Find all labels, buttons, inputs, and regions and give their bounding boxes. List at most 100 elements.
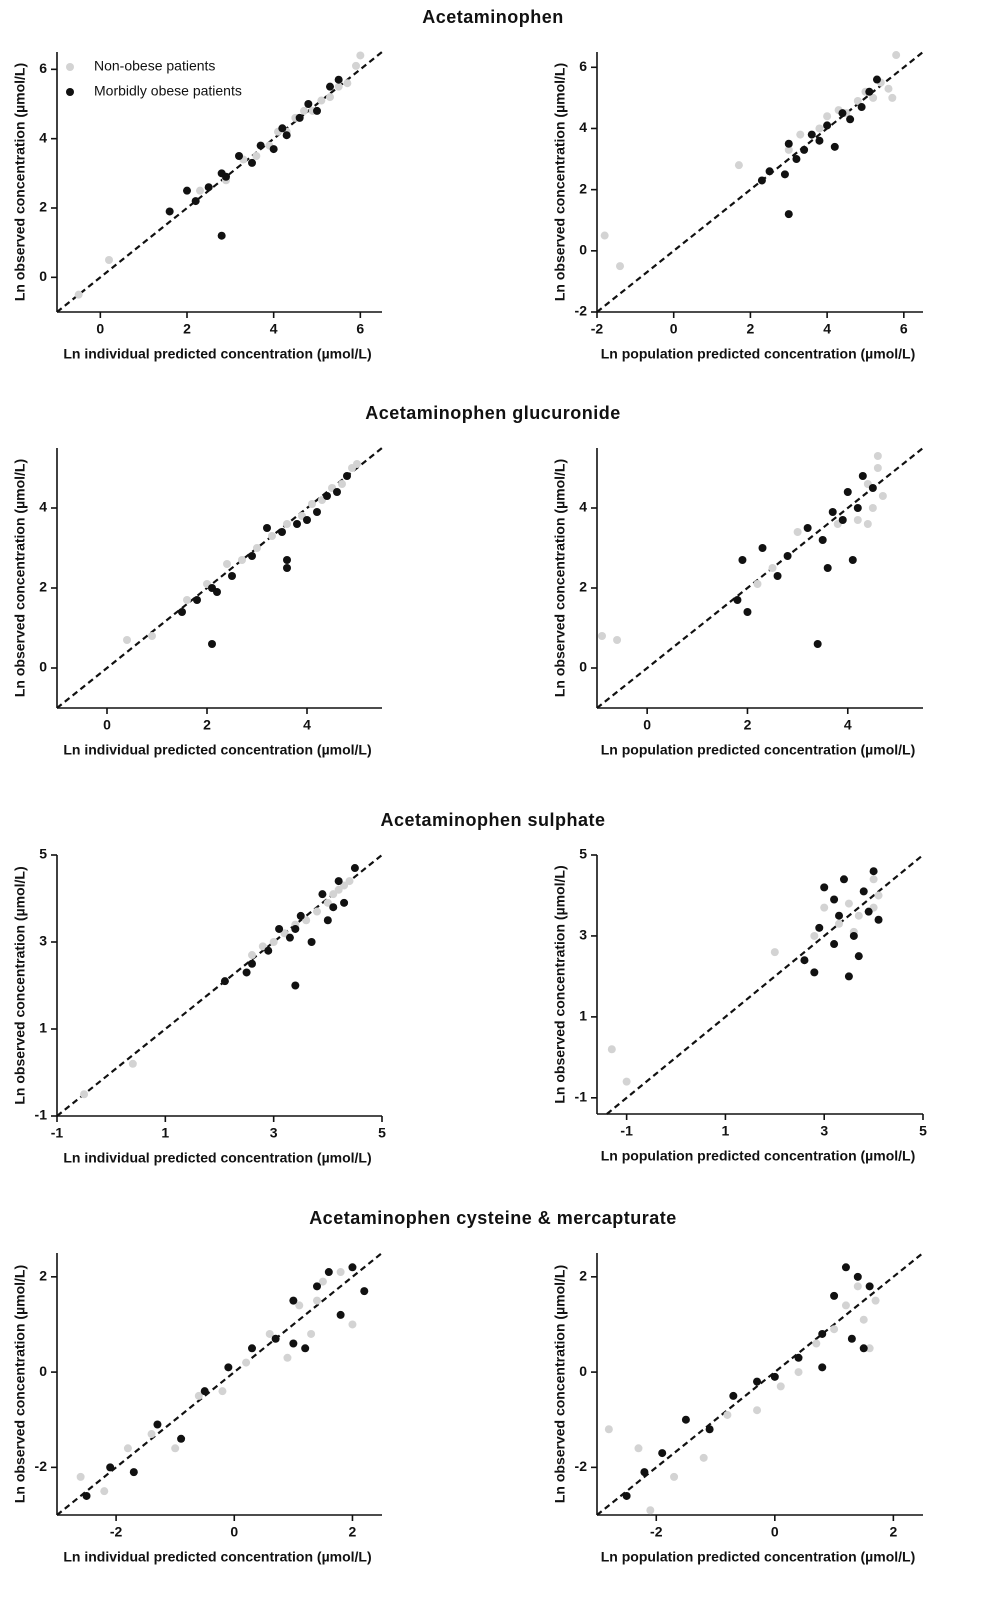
data-point [853, 96, 862, 105]
data-point [289, 1339, 298, 1348]
x-tick-label: 1 [722, 1123, 730, 1139]
data-point [228, 572, 236, 580]
data-point [810, 931, 819, 940]
y-tick-label: -1 [35, 1107, 48, 1123]
data-point [256, 141, 265, 150]
data-point [208, 640, 216, 648]
data-point [177, 1434, 186, 1443]
data-point [183, 186, 191, 195]
y-tick-label: 3 [579, 927, 587, 943]
data-point [307, 1329, 316, 1338]
data-point [646, 1506, 655, 1515]
data-point [318, 890, 327, 899]
data-point [248, 158, 256, 167]
data-point [282, 131, 291, 140]
data-point [348, 1320, 357, 1329]
data-point [147, 1430, 156, 1439]
data-point [705, 1425, 714, 1434]
data-point [82, 1491, 91, 1500]
data-point [818, 1329, 827, 1338]
data-point [815, 124, 824, 133]
data-point [843, 488, 852, 496]
data-point [313, 1296, 321, 1305]
y-tick-label: 2 [39, 579, 47, 595]
x-tick-label: 6 [356, 321, 364, 337]
data-point [356, 51, 365, 60]
x-axis-label: Ln population predicted concentration (µ… [601, 346, 916, 362]
data-point [323, 916, 332, 925]
data-point [784, 145, 793, 154]
data-point [818, 1363, 827, 1372]
y-axis-label: Ln observed concentration (µmol/L) [12, 459, 28, 697]
y-tick-label: 6 [579, 58, 587, 74]
data-point [796, 130, 805, 139]
data-point [196, 186, 204, 195]
data-point [324, 1268, 333, 1277]
data-point [830, 940, 839, 949]
data-point [784, 210, 793, 219]
y-tick-label: 3 [39, 933, 47, 949]
data-point [218, 1387, 227, 1396]
legend-marker [66, 88, 74, 96]
data-point [291, 924, 300, 933]
y-tick-label: 6 [39, 60, 47, 76]
data-point [743, 608, 752, 616]
x-tick-label: 0 [643, 717, 651, 733]
y-tick-label: -2 [575, 303, 588, 319]
x-tick-label: 0 [670, 321, 678, 337]
y-tick-label: 1 [39, 1020, 47, 1036]
data-point [733, 596, 742, 604]
y-tick-label: 0 [579, 1363, 587, 1379]
y-tick-label: 0 [579, 242, 587, 258]
data-point [323, 898, 332, 907]
data-point [622, 1077, 631, 1086]
data-point [835, 919, 844, 928]
data-point [815, 923, 824, 932]
panel-title: Acetaminophen [422, 7, 564, 27]
data-point [765, 167, 774, 176]
data-point [820, 903, 829, 912]
data-point [165, 207, 174, 216]
data-point [253, 544, 261, 552]
data-point [784, 139, 793, 148]
data-point [838, 109, 847, 118]
data-point [865, 1344, 874, 1353]
data-point [265, 1329, 274, 1338]
y-axis-label: Ln observed concentration (µmol/L) [12, 63, 28, 301]
panel: Acetaminophen 0 2 4 6 0 2 4 6 Ln individual predi… [12, 7, 564, 362]
y-axis-label: Ln observed concentration (µmol/L) [12, 866, 28, 1104]
data-point [301, 1344, 310, 1353]
data-point [334, 885, 343, 894]
data-point [333, 488, 341, 496]
data-point [313, 1282, 321, 1291]
y-axis-label: Ln observed concentration (µmol/L) [552, 459, 568, 697]
data-point [100, 1487, 109, 1496]
data-point [869, 867, 878, 876]
x-tick-label: 0 [103, 717, 111, 733]
y-tick-label: 0 [39, 659, 47, 675]
x-tick-label: -1 [620, 1123, 633, 1139]
data-point [734, 161, 743, 170]
identity-line [606, 854, 924, 1115]
data-point [313, 106, 321, 115]
data-point [868, 504, 877, 512]
data-point [874, 891, 883, 900]
data-point [865, 87, 874, 96]
x-tick-label: 2 [349, 1524, 357, 1540]
data-point [248, 951, 256, 960]
y-tick-label: 0 [39, 1363, 47, 1379]
data-point [830, 1325, 839, 1334]
data-point [858, 472, 867, 480]
data-point [217, 231, 226, 240]
x-tick-label: 3 [270, 1125, 278, 1141]
data-point [340, 898, 349, 907]
data-point [323, 492, 331, 500]
data-point [607, 1045, 616, 1054]
data-point [278, 528, 286, 536]
data-point [854, 911, 863, 920]
x-axis-label: Ln individual predicted concentration (µ… [63, 1150, 371, 1166]
data-point [835, 911, 844, 920]
data-point [859, 1344, 868, 1353]
data-point [622, 1491, 631, 1500]
data-point [838, 516, 847, 524]
